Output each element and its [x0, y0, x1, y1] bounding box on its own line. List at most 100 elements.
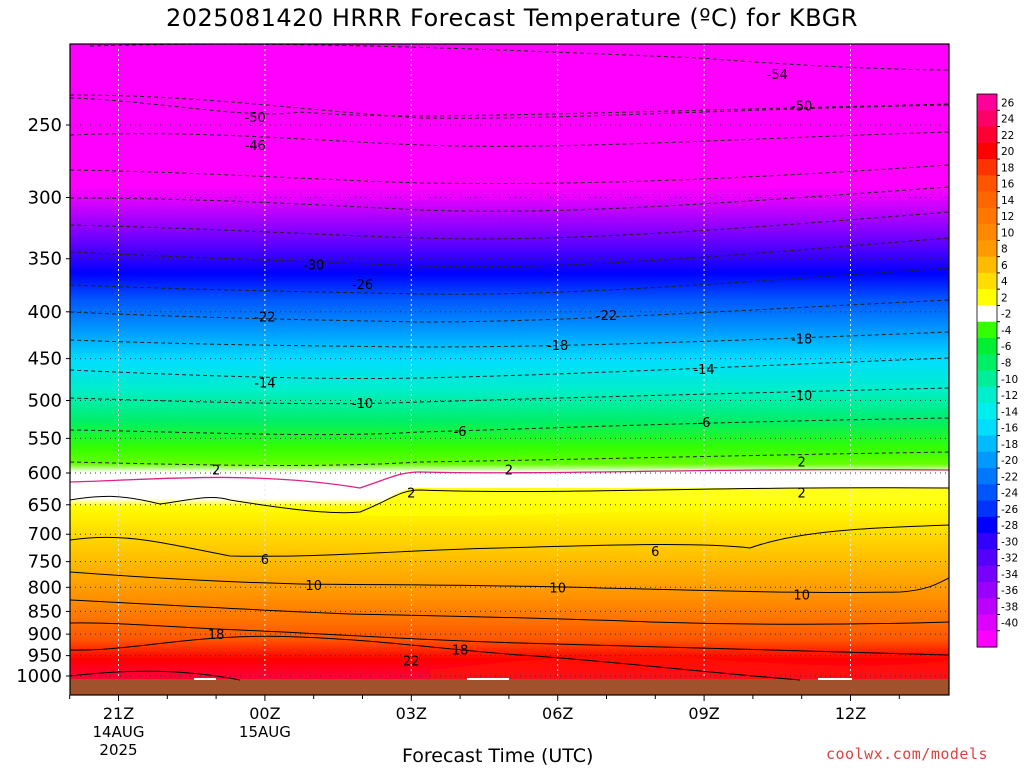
colorbar-swatch [977, 94, 997, 111]
contour-label: -50 [791, 99, 812, 114]
y-tick-label: 500 [28, 391, 62, 412]
chart-title: 2025081420 HRRR Forecast Temperature (ºC… [166, 4, 858, 32]
colorbar-label: 14 [1001, 195, 1015, 207]
colorbar-label: 8 [1001, 244, 1008, 256]
colorbar-swatch [977, 598, 997, 616]
colorbar-label: 18 [1001, 162, 1014, 174]
y-tick-label: 750 [28, 552, 62, 573]
colorbar-swatch [977, 581, 997, 599]
contour-label: -22 [596, 309, 617, 324]
contour-label: -14 [693, 363, 714, 378]
colorbar-swatch [977, 191, 997, 209]
colorbar-swatch [977, 565, 997, 583]
x-tick-label: 06Z [542, 704, 573, 723]
x-tick-label: 09Z [688, 704, 719, 723]
contour-solid [70, 571, 949, 594]
contour-dashed [70, 331, 949, 348]
contour-label: -10 [791, 389, 812, 404]
y-tick-label: 800 [28, 577, 62, 598]
colorbar-swatch [977, 386, 997, 404]
contour-dashed [70, 451, 949, 466]
colorbar-swatch [977, 289, 997, 307]
y-tick-label: 400 [28, 302, 62, 323]
upper-yellow-bump [360, 488, 949, 517]
colorbar-label: -6 [1001, 341, 1012, 353]
contour-label: -14 [254, 377, 275, 392]
colorbar-swatch [977, 256, 997, 274]
colorbar-label: 26 [1001, 97, 1015, 109]
x-tick-label: 14AUG [93, 723, 145, 741]
contour-label: -6 [454, 425, 467, 440]
contour-dashed [70, 417, 949, 436]
contour-label: -6 [698, 416, 711, 431]
colorbar-swatch [977, 500, 997, 518]
contour-label: 18 [208, 628, 225, 643]
colorbar-label: -40 [1001, 618, 1018, 630]
colorbar-swatch [977, 468, 997, 485]
contour-dashed [70, 237, 949, 268]
contour-dashed [70, 97, 949, 117]
temperature-field [70, 44, 949, 695]
contour-label: -10 [352, 397, 373, 412]
contour-solid [70, 599, 949, 625]
contour-label: 22 [403, 655, 420, 670]
contour-solid [70, 635, 801, 681]
contour-label: -26 [352, 278, 373, 293]
colorbar-label: -12 [1001, 390, 1018, 402]
colorbar-swatch [977, 159, 997, 176]
contour-label: 2 [212, 464, 220, 479]
y-tick-label: 850 [28, 601, 62, 622]
time-gridlines [118, 44, 851, 679]
colorbar-label: 16 [1001, 179, 1015, 191]
source-credit: coolwx.com/models [826, 745, 989, 763]
contour-label: 2 [505, 464, 513, 479]
colorbar-swatch [977, 614, 997, 632]
colorbar-label: -22 [1001, 471, 1018, 483]
colorbar-swatch [977, 533, 997, 551]
contour-label: 2 [407, 486, 415, 501]
contour-label: 10 [549, 581, 566, 596]
contour-solid [70, 524, 949, 557]
colorbar-swatch [977, 207, 997, 225]
x-tick-label: 21Z [103, 704, 134, 723]
colorbar-swatch [977, 354, 997, 372]
colorbar-swatch [977, 224, 997, 241]
contour-label: 2 [798, 456, 806, 471]
y-tick-label: 950 [28, 646, 62, 667]
colorbar-label: -28 [1001, 520, 1018, 532]
contour-label: -18 [791, 333, 812, 348]
colorbar-label: -18 [1001, 439, 1018, 451]
colorbar-label: -26 [1001, 504, 1018, 516]
y-tick-label: 1000 [16, 666, 62, 687]
colorbar-label: -36 [1001, 585, 1018, 597]
colorbar-swatch [977, 403, 997, 420]
contour-label: -30 [303, 258, 324, 273]
contour-dashed [70, 357, 949, 380]
colorbar-swatch [977, 484, 997, 502]
contour-magenta [70, 468, 949, 489]
contour-dashed [70, 186, 949, 212]
x-tick-label: 00Z [249, 704, 280, 723]
colorbar-swatch [977, 142, 997, 160]
colorbar-swatch [977, 451, 997, 469]
colorbar-label: -10 [1001, 374, 1018, 386]
colorbar-legend: 26 24 22 20 18 16 14 12 10 8 6 4 2 -2 -4 -6 -8 -10 -12 -14 -… [976, 93, 1018, 648]
surface-white-mark [467, 678, 509, 680]
contour-label: 18 [452, 643, 469, 658]
contour-dashed [70, 299, 949, 323]
contour-dashed [70, 267, 949, 295]
ground-terrain [70, 679, 949, 695]
contour-label: -54 [767, 68, 788, 83]
colorbar-swatch [977, 516, 997, 534]
y-tick-label: 450 [28, 349, 62, 370]
contour-solid [70, 622, 949, 656]
y-tick-label: 550 [28, 428, 62, 449]
x-axis-label: Forecast Time (UTC) [402, 745, 594, 767]
contour-label: -46 [245, 139, 266, 154]
contour-dashed [70, 211, 949, 240]
colorbar-label: -32 [1001, 553, 1018, 565]
colorbar-swatch [977, 370, 997, 388]
y-tick-label: 600 [28, 463, 62, 484]
colorbar-label: 20 [1001, 146, 1014, 158]
colorbar-swatch [977, 272, 997, 290]
